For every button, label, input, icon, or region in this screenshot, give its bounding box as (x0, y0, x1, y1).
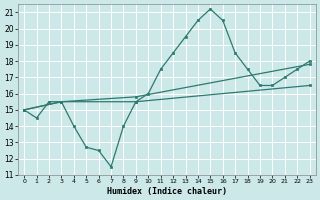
X-axis label: Humidex (Indice chaleur): Humidex (Indice chaleur) (107, 187, 227, 196)
